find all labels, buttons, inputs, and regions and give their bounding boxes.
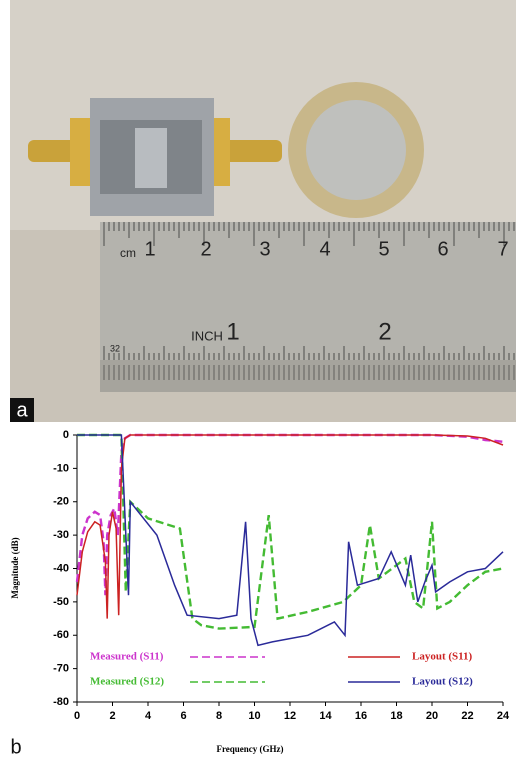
legend-label: Layout (S11) <box>412 651 473 663</box>
x-tick-label: 0 <box>74 710 80 722</box>
x-axis-label: Frequency (GHz) <box>216 744 283 754</box>
y-tick-label: -50 <box>53 596 69 608</box>
photo-wall <box>10 0 516 230</box>
x-tick-label: 16 <box>355 710 367 722</box>
ruler-inch-number: 2 <box>378 318 391 345</box>
ruler-cm-number: 2 <box>200 238 211 260</box>
y-tick-label: -80 <box>53 696 69 708</box>
photo <box>10 0 516 422</box>
x-tick-label: 12 <box>284 710 296 722</box>
ruler-edge-number: 32 <box>110 343 120 353</box>
panel-label: b <box>10 736 21 758</box>
ruler-cm-number: 4 <box>319 238 330 260</box>
y-tick-label: -60 <box>53 629 69 641</box>
x-tick-label: 6 <box>180 710 186 722</box>
x-tick-label: 10 <box>248 710 260 722</box>
data-line <box>77 435 503 629</box>
x-tick-label: 22 <box>461 710 473 722</box>
panel-label: a <box>16 399 28 421</box>
data-line <box>77 435 503 645</box>
x-tick-label: 14 <box>319 710 332 722</box>
legend-label: Measured (S11) <box>90 651 164 663</box>
ruler-cm-number: 6 <box>437 238 448 260</box>
coin-inner <box>306 100 406 200</box>
ruler-cm-number: 5 <box>378 238 389 260</box>
legend-label: Measured (S12) <box>90 676 164 688</box>
y-tick-label: -30 <box>53 529 69 541</box>
x-tick-label: 8 <box>216 710 222 722</box>
legend-label: Layout (S12) <box>412 676 473 688</box>
ruler-unit: cm <box>120 246 136 260</box>
y-tick-label: 0 <box>63 429 69 441</box>
ruler-unit: INCH <box>191 328 223 343</box>
ruler-inch-number: 1 <box>226 318 239 345</box>
ruler-edge <box>100 360 516 392</box>
y-tick-label: -70 <box>53 663 69 675</box>
x-tick-label: 4 <box>145 710 152 722</box>
ruler-cm-number: 7 <box>497 238 508 260</box>
y-tick-label: -40 <box>53 562 69 574</box>
y-axis-label: Magnitude (dB) <box>10 537 20 598</box>
x-tick-label: 24 <box>497 710 510 722</box>
x-tick-label: 20 <box>426 710 438 722</box>
figure: a b Frequency (GHz) Magnitude (dB) cm123… <box>0 0 516 762</box>
ruler-cm-number: 1 <box>144 238 155 260</box>
data-line <box>77 435 503 619</box>
x-tick-label: 18 <box>390 710 402 722</box>
filter-resonator <box>135 128 167 188</box>
y-tick-label: -10 <box>53 462 69 474</box>
x-tick-label: 2 <box>109 710 115 722</box>
ruler-cm-number: 3 <box>259 238 270 260</box>
y-tick-label: -20 <box>53 496 69 508</box>
